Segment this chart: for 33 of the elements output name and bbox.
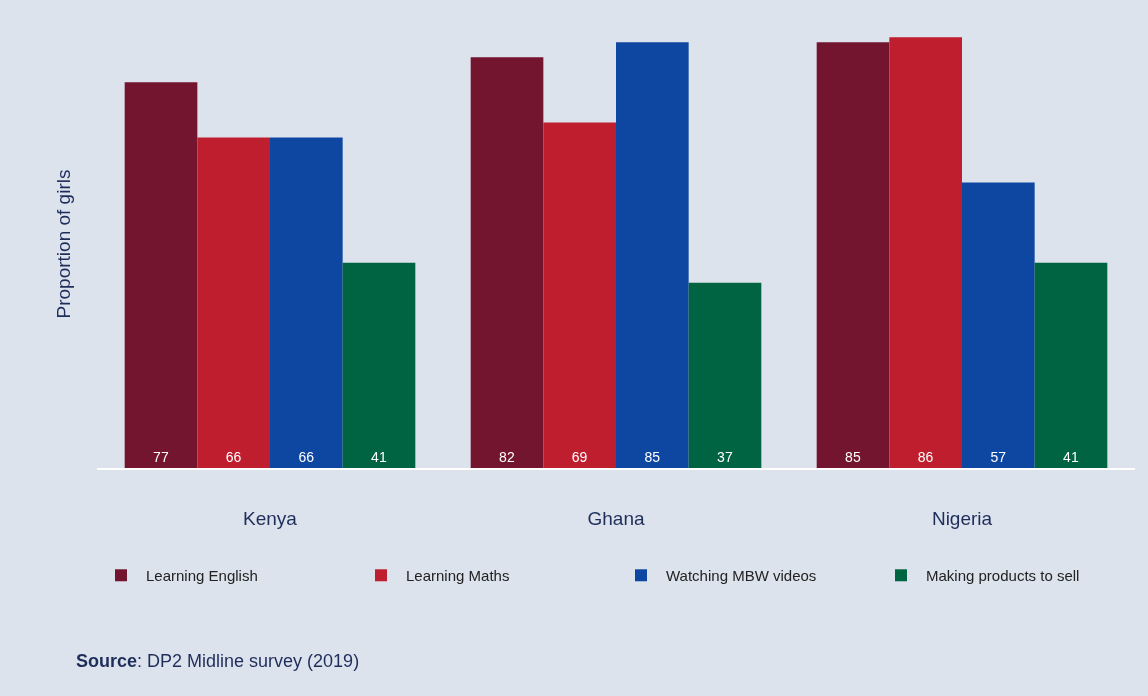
data-label: 37 xyxy=(717,449,733,465)
bar xyxy=(197,137,270,468)
bar xyxy=(616,42,689,468)
bar xyxy=(962,182,1035,468)
x-tick-label: Ghana xyxy=(587,507,645,529)
data-label: 85 xyxy=(644,449,661,465)
bar xyxy=(688,282,762,468)
x-tick-label: Kenya xyxy=(243,507,298,529)
x-tick-label: Nigeria xyxy=(931,507,993,529)
legend-label: Making products to sell xyxy=(926,567,1080,585)
bar xyxy=(543,122,616,468)
bar xyxy=(270,137,343,468)
legend-label: Watching MBW videos xyxy=(666,567,817,585)
data-label: 77 xyxy=(153,449,169,465)
source-note: Source: DP2 Midline survey (2019) xyxy=(76,651,360,671)
data-label: 82 xyxy=(499,449,515,465)
data-label: 41 xyxy=(371,449,387,465)
bar xyxy=(1034,262,1108,468)
bar xyxy=(889,37,962,468)
y-axis-title: Proportion of girls xyxy=(52,169,74,319)
data-label: 86 xyxy=(917,449,934,465)
bar xyxy=(124,82,198,468)
data-label: 69 xyxy=(571,449,588,465)
bar xyxy=(342,262,416,468)
bar xyxy=(470,57,544,468)
bar xyxy=(816,42,890,468)
data-label: 66 xyxy=(298,449,315,465)
legend-label: Learning English xyxy=(146,567,258,585)
legend-label: Learning Maths xyxy=(406,567,510,585)
data-label: 66 xyxy=(225,449,242,465)
data-label: 85 xyxy=(845,449,861,465)
data-label: 57 xyxy=(990,449,1007,465)
data-label: 41 xyxy=(1063,449,1079,465)
